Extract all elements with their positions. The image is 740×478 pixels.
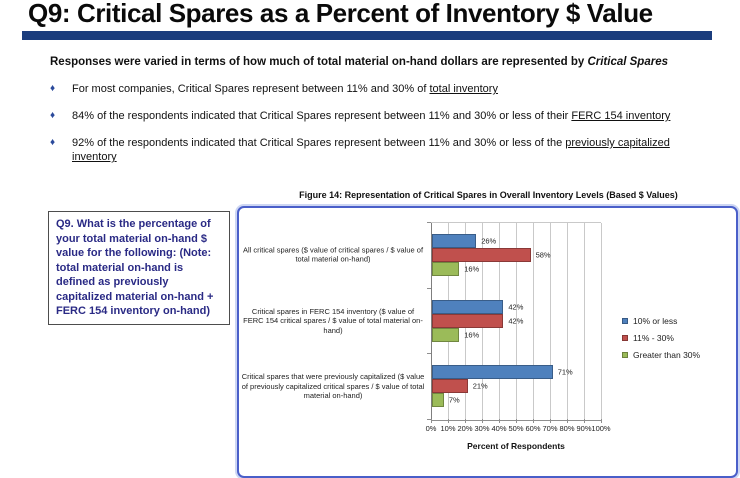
page-title: Q9: Critical Spares as a Percent of Inve… [28,0,653,28]
category-label: Critical spares in FERC 154 inventory ($… [243,306,423,335]
bullet-item: ♦ For most companies, Critical Spares rep… [50,82,705,96]
legend-swatch-icon [622,351,628,358]
bar-value-label: 21% [472,381,488,391]
diamond-bullet-icon: ♦ [50,110,56,121]
legend-item: 10% or less [622,312,700,329]
x-tick-label: 20% [457,424,473,433]
figure-caption: Figure 14: Representation of Critical Sp… [299,190,678,200]
legend-item: 11% - 30% [622,329,700,346]
diamond-bullet-icon: ♦ [50,137,56,148]
chart-legend: 10% or less 11% - 30% Greater than 30% [622,312,700,363]
legend-swatch-icon [622,317,628,324]
legend-label: 10% or less [633,315,678,326]
bullet-text: For most companies, Critical Spares repr… [72,82,498,96]
x-tick-mark [482,419,483,423]
bullet-item: ♦ 84% of the respondents indicated that C… [50,109,705,123]
text-segment: FERC 154 inventory [571,110,671,122]
gridline [584,223,585,420]
text-segment: Critical Spares [587,56,668,68]
x-tick-mark [516,419,517,423]
x-tick-mark [465,419,466,423]
x-tick-mark [584,419,585,423]
bar-10-or-less [432,365,553,380]
bullet-text: 92% of the respondents indicated that Cr… [72,136,705,164]
bar-11-30- [432,247,531,262]
x-tick-label: 40% [491,424,507,433]
question-box: Q9. What is the percentage of your total… [48,211,230,325]
x-tick-label: 10% [440,424,456,433]
bullet-item: ♦ 92% of the respondents indicated that C… [50,136,705,164]
diamond-bullet-icon: ♦ [50,83,56,94]
gridline [516,223,517,420]
gridline [567,223,568,420]
bar-10-or-less [432,233,477,248]
text-segment: Responses were varied in terms of how mu… [50,56,588,68]
bar-value-label: 16% [464,264,480,274]
bar-value-label: 16% [464,330,480,339]
legend-label: 11% - 30% [633,332,674,343]
legend-item: Greater than 30% [622,346,700,363]
x-tick-mark [448,419,449,423]
x-tick-mark [499,419,500,423]
legend-swatch-icon [622,334,628,341]
category-label: All critical spares ($ value of critical… [242,245,424,264]
bar-value-label: 58% [535,250,551,260]
y-axis-line [431,223,432,420]
bar-10-or-less [432,299,504,314]
bar-11-30- [432,379,468,394]
bullet-list: ♦ For most companies, Critical Spares rep… [50,82,705,177]
x-tick-mark [533,419,534,423]
bar-value-label: 26% [481,236,497,246]
y-tick-mark [427,222,431,223]
bar-value-label: 7% [448,395,460,405]
x-tick-label: 50% [508,424,524,433]
x-tick-mark [601,419,602,423]
bar-greater-than-30- [432,261,460,276]
y-tick-mark [427,419,431,420]
x-tick-mark [431,419,432,423]
x-tick-label: 70% [542,424,558,433]
x-tick-mark [550,419,551,423]
text-segment: previously capitalized inventory [72,137,670,163]
x-tick-label: 60% [525,424,541,433]
text-segment: For most companies, Critical Spares repr… [72,83,430,95]
bar-value-label: 42% [508,316,524,325]
y-tick-mark [427,287,431,289]
intro-text: Responses were varied in terms of how mu… [50,56,720,68]
x-tick-mark [567,419,568,423]
bullet-text: 84% of the respondents indicated that Cr… [72,109,670,123]
slide: Q9: Critical Spares as a Percent of Inve… [22,0,738,478]
x-tick-label: 30% [474,424,490,433]
legend-label: Greater than 30% [633,349,701,360]
chart-frame: Percent of Respondents 10% or less 11% - … [237,206,738,478]
category-label: Critical spares that were previously cap… [241,371,425,400]
text-segment: 84% of the respondents indicated that Cr… [72,110,572,122]
x-tick-label: 90% [576,424,592,433]
gridline [550,223,551,420]
x-axis-title: Percent of Respondents [467,441,565,451]
bar-greater-than-30- [432,327,460,342]
gridline [601,223,602,420]
bar-11-30- [432,313,504,328]
text-segment: 92% of the respondents indicated that Cr… [72,137,566,149]
x-tick-label: 0% [425,424,437,433]
text-segment: total inventory [429,83,498,95]
gridline [533,223,534,420]
y-tick-mark [427,353,431,355]
x-tick-label: 100% [591,424,611,433]
title-rule [22,31,712,40]
x-tick-label: 80% [559,424,575,433]
bar-value-label: 71% [557,367,573,377]
bar-greater-than-30- [432,393,444,408]
bar-value-label: 42% [508,302,524,311]
